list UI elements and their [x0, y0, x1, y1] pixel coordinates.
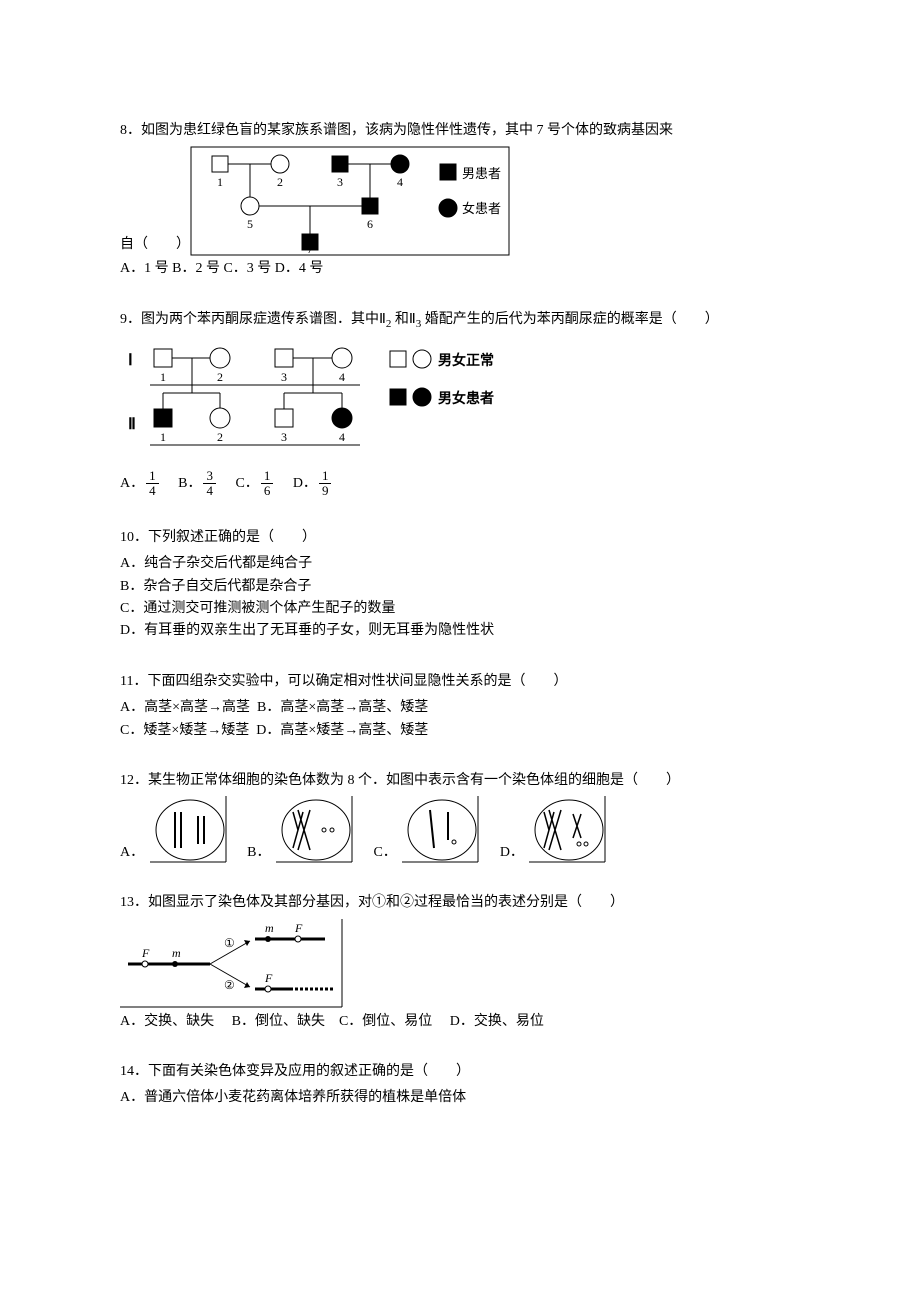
svg-text:②: ②: [224, 978, 235, 992]
q10-opt-b: B．杂合子自交后代都是杂合子: [120, 576, 800, 598]
q10-opt-c: C．通过测交可推测被测个体产生配子的数量: [120, 598, 800, 620]
q11-opt-d: D．高茎×矮茎→高茎、矮茎: [256, 723, 428, 738]
q13-options: A．交换、缺失 B．倒位、缺失 C．倒位、易位 D．交换、易位: [120, 1011, 800, 1033]
q14-stem: 14．下面有关染色体变异及应用的叙述正确的是（ ）: [120, 1061, 800, 1083]
svg-text:F: F: [264, 971, 273, 985]
q9-text-b: 和Ⅱ: [391, 312, 415, 327]
chromosome-diagram: F m ① ② m F F: [120, 919, 350, 1009]
q12-opt-b: B．: [247, 796, 356, 864]
svg-text:2: 2: [217, 430, 223, 444]
q9-options: A．14 B．34 C．16 D．19: [120, 469, 800, 499]
question-8: 8．如图为患红绿色盲的某家族系谱图，该病为隐性伴性遗传，其中 7 号个体的致病基…: [120, 120, 800, 281]
q12-stem: 12．某生物正常体细胞的染色体数为 8 个．如图中表示含有一个染色体组的细胞是（…: [120, 770, 800, 792]
q8-legend-male: 男患者: [462, 166, 501, 181]
svg-text:3: 3: [281, 370, 287, 384]
q8-stem-part1: 8．如图为患红绿色盲的某家族系谱图，该病为隐性伴性遗传，其中 7 号个体的致病基…: [120, 123, 673, 138]
q11-stem: 11．下面四组杂交实验中，可以确定相对性状间显隐性关系的是（ ）: [120, 671, 800, 693]
q9-opt-c: C．16: [235, 476, 275, 491]
q10-opt-d: D．有耳垂的双亲生出了无耳垂的子女，则无耳垂为隐性性状: [120, 620, 800, 642]
q13-stem: 13．如图显示了染色体及其部分基因，对①和②过程最恰当的表述分别是（ ）: [120, 892, 800, 914]
svg-text:1: 1: [160, 430, 166, 444]
q9-opt-a: A．14: [120, 476, 161, 491]
q9-figure: Ⅰ Ⅱ 1 2 1 2 3 4: [120, 337, 800, 467]
q9-text-c: 婚配产生的后代为苯丙酮尿症的概率是（ ）: [421, 312, 719, 327]
question-11: 11．下面四组杂交实验中，可以确定相对性状间显隐性关系的是（ ） A．高茎×高茎…: [120, 671, 800, 742]
q9-text-a: 9．图为两个苯丙酮尿症遗传系谱图．其中Ⅱ: [120, 312, 386, 327]
q8-legend-female: 女患者: [462, 201, 501, 216]
q11-opt-c: C．矮茎×矮茎→矮茎: [120, 723, 249, 738]
svg-text:F: F: [294, 921, 303, 935]
q11-opt-b: B．高茎×高茎→高茎、矮茎: [257, 700, 428, 715]
question-12: 12．某生物正常体细胞的染色体数为 8 个．如图中表示含有一个染色体组的细胞是（…: [120, 770, 800, 864]
cell-diagram-c: [402, 796, 482, 864]
svg-text:男女正常: 男女正常: [438, 352, 494, 369]
q11-opt-a: A．高茎×高茎→高茎: [120, 700, 250, 715]
svg-text:6: 6: [367, 217, 373, 231]
q14-opt-a: A．普通六倍体小麦花药离体培养所获得的植株是单倍体: [120, 1087, 800, 1109]
svg-text:2: 2: [277, 175, 283, 189]
q9-opt-b: B．34: [178, 476, 218, 491]
q8-text-row: 8．如图为患红绿色盲的某家族系谱图，该病为隐性伴性遗传，其中 7 号个体的致病基…: [120, 120, 800, 142]
svg-text:7: 7: [307, 242, 313, 256]
q12-opt-a: A．: [120, 796, 230, 864]
q8-figure-row: 自（ ） 1 2 3 4 5 6 7: [120, 146, 800, 256]
q9-stem: 9．图为两个苯丙酮尿症遗传系谱图．其中Ⅱ2 和Ⅱ3 婚配产生的后代为苯丙酮尿症的…: [120, 309, 800, 333]
svg-text:1: 1: [217, 175, 223, 189]
svg-text:3: 3: [281, 430, 287, 444]
svg-text:F: F: [141, 946, 150, 960]
cell-diagram-d: [529, 796, 609, 864]
q8-stem-part2: 自（ ）: [120, 234, 190, 256]
svg-text:5: 5: [247, 217, 253, 231]
svg-text:m: m: [265, 921, 274, 935]
svg-text:Ⅱ: Ⅱ: [128, 416, 136, 433]
q12-options: A． B． C．: [120, 796, 800, 864]
q8-options: A．1 号 B．2 号 C．3 号 D．4 号: [120, 258, 800, 280]
q11-row2: C．矮茎×矮茎→矮茎 D．高茎×矮茎→高茎、矮茎: [120, 720, 800, 742]
svg-text:男女患者: 男女患者: [438, 390, 494, 407]
q13-figure: F m ① ② m F F: [120, 919, 800, 1009]
svg-text:2: 2: [217, 370, 223, 384]
q9-opt-d: D．19: [293, 476, 334, 491]
question-9: 9．图为两个苯丙酮尿症遗传系谱图．其中Ⅱ 2 和Ⅱ 3 婚配产生的后代为苯丙酮尿症的…: [120, 309, 800, 499]
q12-opt-c: C．: [373, 796, 482, 864]
svg-text:Ⅰ: Ⅰ: [128, 352, 133, 369]
q8-pedigree-diagram: 1 2 3 4 5 6 7 男患者 女: [190, 146, 510, 256]
svg-text:1: 1: [160, 370, 166, 384]
svg-text:m: m: [172, 946, 181, 960]
svg-text:①: ①: [224, 936, 235, 950]
q9-pedigree-diagram: Ⅰ Ⅱ 1 2 1 2 3 4: [120, 337, 540, 467]
svg-text:4: 4: [339, 370, 345, 384]
q12-opt-d: D．: [500, 796, 610, 864]
svg-text:3: 3: [337, 175, 343, 189]
q11-row1: A．高茎×高茎→高茎 B．高茎×高茎→高茎、矮茎: [120, 697, 800, 719]
q10-stem: 10．下列叙述正确的是（ ）: [120, 527, 800, 549]
cell-diagram-b: [276, 796, 356, 864]
question-13: 13．如图显示了染色体及其部分基因，对①和②过程最恰当的表述分别是（ ） F m…: [120, 892, 800, 1033]
question-10: 10．下列叙述正确的是（ ） A．纯合子杂交后代都是纯合子 B．杂合子自交后代都…: [120, 527, 800, 643]
cell-diagram-a: [150, 796, 230, 864]
svg-text:4: 4: [339, 430, 345, 444]
svg-text:4: 4: [397, 175, 403, 189]
q10-opt-a: A．纯合子杂交后代都是纯合子: [120, 553, 800, 575]
question-14: 14．下面有关染色体变异及应用的叙述正确的是（ ） A．普通六倍体小麦花药离体培…: [120, 1061, 800, 1110]
